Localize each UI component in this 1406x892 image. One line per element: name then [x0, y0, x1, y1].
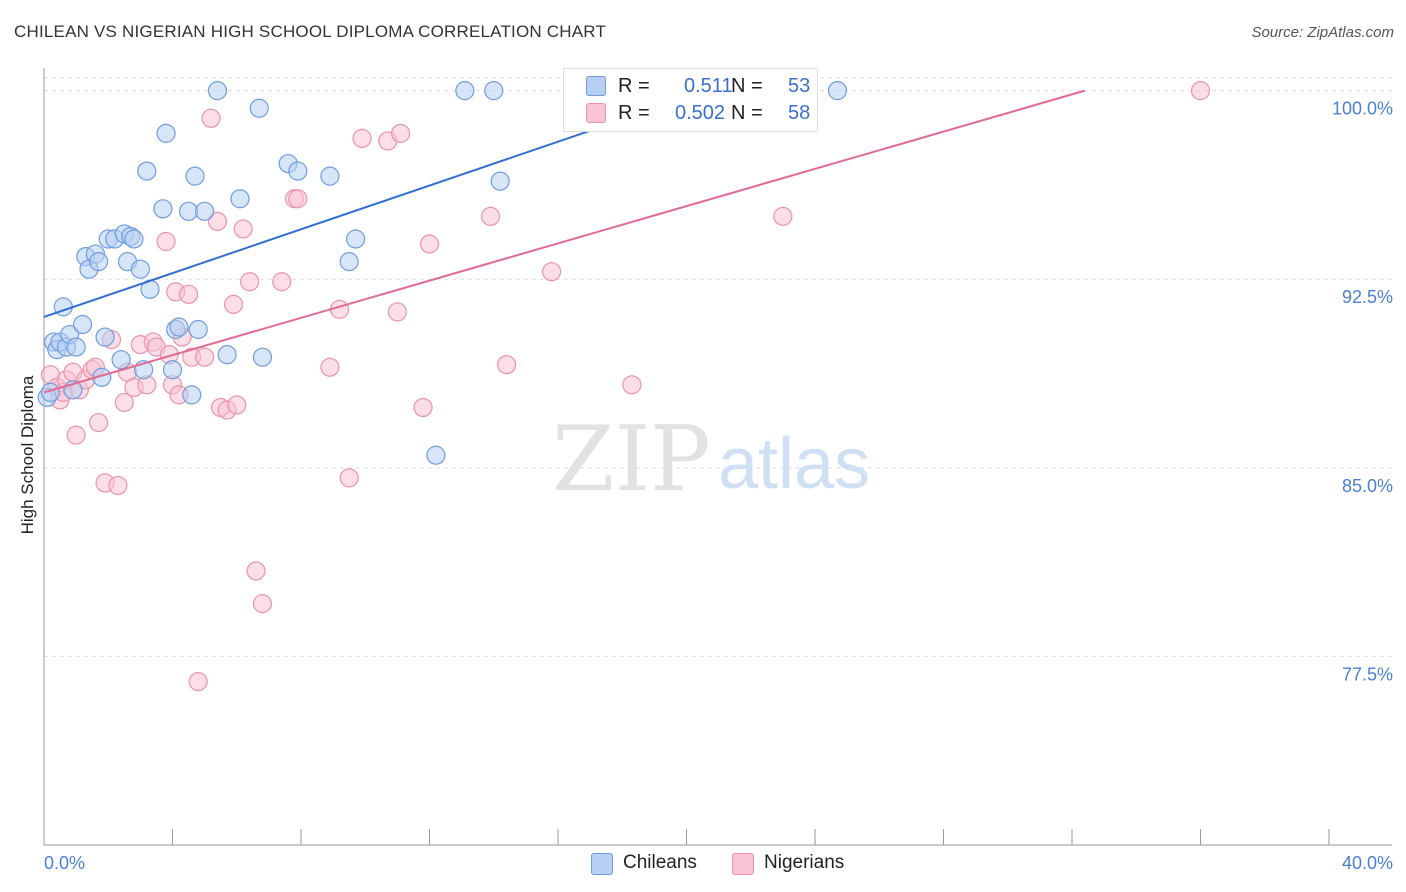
chilean-point-42[interactable]	[252, 347, 273, 367]
chilean-point-41[interactable]	[249, 98, 269, 118]
chileans-r-value: 0.511	[684, 75, 733, 97]
nigerian-point-15[interactable]	[114, 392, 134, 413]
nigerian-point-37[interactable]	[227, 395, 247, 415]
nigerian-point-40[interactable]	[246, 561, 266, 581]
series-chileans-points	[37, 81, 848, 465]
nigerian-point-33[interactable]	[207, 211, 228, 231]
chileans-n-value: 53	[788, 75, 811, 97]
nigerian-point-44[interactable]	[288, 189, 308, 209]
y-tick-label-3: 100.0%	[1332, 99, 1393, 119]
r-label: R =	[618, 102, 650, 124]
nigerian-point-54[interactable]	[480, 206, 501, 226]
nigerian-point-48[interactable]	[352, 128, 372, 149]
chilean-point-38[interactable]	[207, 81, 228, 101]
chilean-point-40[interactable]	[230, 189, 250, 209]
nigerian-point-56[interactable]	[541, 262, 562, 282]
chilean-point-51[interactable]	[490, 171, 510, 191]
chilean-point-16[interactable]	[95, 327, 115, 347]
n-label: N =	[731, 75, 763, 97]
nigerian-point-22[interactable]	[156, 231, 176, 252]
nigerians-swatch	[586, 103, 606, 123]
nigerian-point-52[interactable]	[413, 397, 433, 418]
chart-title: CHILEAN VS NIGERIAN HIGH SCHOOL DIPLOMA …	[14, 22, 607, 41]
chilean-point-48[interactable]	[426, 445, 446, 465]
nigerian-trend-line	[43, 89, 1086, 394]
nigerian-point-28[interactable]	[178, 284, 199, 304]
nigerian-point-59[interactable]	[1190, 81, 1211, 101]
nigerians-n-value: 58	[788, 102, 811, 124]
chilean-point-36[interactable]	[188, 319, 208, 340]
chilean-point-23[interactable]	[124, 229, 144, 249]
n-label: N =	[731, 102, 763, 124]
nigerian-point-58[interactable]	[773, 206, 793, 226]
chilean-point-46[interactable]	[339, 252, 359, 272]
nigerian-point-6[interactable]	[66, 425, 86, 445]
x-tick-label-max: 40.0%	[1342, 853, 1393, 873]
nigerian-point-51[interactable]	[390, 123, 411, 143]
y-tick-label-1: 85.0%	[1342, 476, 1393, 496]
chilean-point-10[interactable]	[72, 314, 93, 335]
nigerian-point-55[interactable]	[497, 355, 517, 375]
chileans-legend-swatch	[591, 853, 613, 875]
watermark: ZIP atlas	[552, 407, 870, 512]
series-nigerians-points	[40, 81, 1211, 692]
nigerians-legend-label: Nigerians	[764, 852, 845, 873]
watermark-atlas: atlas	[718, 424, 870, 504]
chilean-point-52[interactable]	[827, 81, 848, 101]
chileans-swatch	[586, 76, 606, 96]
nigerian-point-31[interactable]	[195, 347, 215, 367]
y-tick-label-2: 92.5%	[1342, 287, 1393, 307]
nigerian-point-38[interactable]	[233, 219, 253, 239]
nigerian-point-36[interactable]	[223, 294, 244, 314]
nigerian-point-41[interactable]	[252, 594, 273, 614]
chilean-point-32[interactable]	[169, 317, 189, 337]
x-tick-label-min: 0.0%	[44, 853, 85, 873]
tick-labels: 77.5% 85.0% 92.5% 100.0% 0.0% 40.0%	[44, 99, 1393, 873]
nigerian-point-50[interactable]	[387, 302, 407, 322]
chilean-point-45[interactable]	[320, 166, 340, 186]
chileans-legend-label: Chileans	[623, 852, 697, 873]
chilean-point-47[interactable]	[346, 229, 366, 249]
chilean-point-44[interactable]	[288, 161, 308, 181]
chilean-point-50[interactable]	[484, 81, 504, 101]
chilean-point-37[interactable]	[195, 201, 215, 221]
chilean-point-26[interactable]	[137, 161, 157, 181]
chilean-point-33[interactable]	[178, 201, 199, 221]
source-credit: Source: ZipAtlas.com	[1251, 24, 1394, 41]
chilean-point-29[interactable]	[156, 123, 176, 143]
nigerians-legend-swatch	[732, 853, 754, 875]
chilean-point-34[interactable]	[182, 385, 202, 405]
chilean-point-35[interactable]	[185, 166, 205, 186]
nigerian-point-39[interactable]	[240, 272, 260, 292]
y-tick-label-0: 77.5%	[1342, 664, 1393, 684]
nigerian-point-32[interactable]	[201, 108, 221, 128]
nigerian-point-30[interactable]	[188, 671, 208, 692]
chilean-point-1[interactable]	[40, 382, 61, 402]
nigerian-point-42[interactable]	[272, 272, 292, 292]
y-axis-label: High School Diploma	[18, 375, 37, 534]
chilean-point-9[interactable]	[66, 337, 86, 357]
nigerian-point-45[interactable]	[320, 357, 340, 377]
chilean-point-24[interactable]	[130, 259, 150, 279]
nigerians-r-value: 0.502	[675, 102, 726, 124]
r-label: R =	[618, 75, 650, 97]
axis-layer	[43, 68, 1392, 846]
chilean-point-28[interactable]	[153, 199, 173, 219]
nigerian-point-11[interactable]	[89, 412, 109, 433]
nigerian-point-47[interactable]	[339, 468, 359, 488]
chilean-point-39[interactable]	[217, 345, 237, 365]
nigerian-point-14[interactable]	[108, 475, 128, 496]
chilean-point-49[interactable]	[455, 81, 475, 101]
nigerian-point-53[interactable]	[419, 234, 440, 254]
nigerian-point-57[interactable]	[622, 375, 642, 395]
watermark-zip: ZIP	[552, 407, 711, 512]
chilean-point-19[interactable]	[111, 350, 131, 370]
chilean-point-30[interactable]	[162, 360, 183, 380]
chilean-point-14[interactable]	[89, 252, 109, 272]
grid-layer	[44, 77, 1392, 657]
correlation-legend: R = 0.511 N = 53 R = 0.502 N = 58	[563, 68, 818, 132]
